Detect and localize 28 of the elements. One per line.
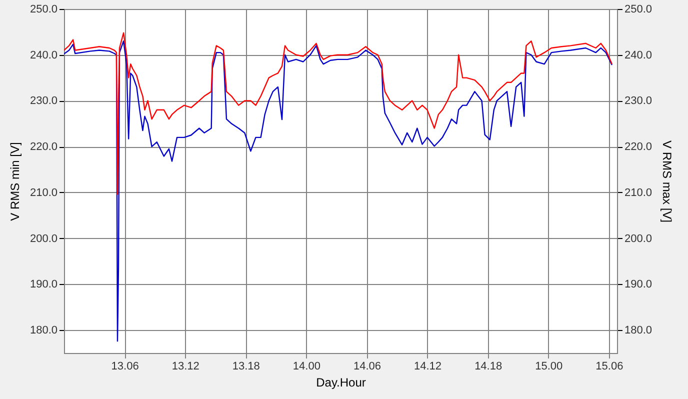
y2-tick-label: 250.0	[624, 4, 652, 16]
x-tick-label: 14.06	[353, 360, 382, 372]
x-tick-label: 14.12	[414, 360, 442, 372]
x-tick-label: 15.06	[596, 360, 624, 372]
y-tick-label: 180.0	[30, 324, 58, 337]
y-tick-label: 210.0	[30, 186, 58, 199]
y2-tick-label: 230.0	[624, 95, 652, 108]
x-tick-label: 15.00	[535, 360, 563, 372]
y-tick-label: 200.0	[30, 232, 58, 245]
y-tick-label: 220.0	[30, 141, 58, 154]
x-tick-label: 14.18	[474, 360, 502, 372]
y2-tick-label: 180.0	[624, 324, 652, 337]
y-tick-label: 230.0	[30, 95, 58, 108]
y2-tick-label: 200.0	[624, 232, 652, 245]
y2-tick-label: 240.0	[624, 49, 652, 62]
y2-tick-label: 190.0	[624, 278, 652, 291]
y2-axis-title: V RMS max [V]	[660, 140, 674, 223]
x-tick-label: 13.06	[111, 360, 139, 372]
y-tick-label: 190.0	[30, 278, 58, 291]
y2-tick-label: 220.0	[624, 141, 652, 154]
x-tick-label: 13.18	[232, 360, 260, 372]
x-tick-label: 13.12	[172, 360, 200, 372]
y2-tick-label: 210.0	[624, 186, 652, 199]
x-axis-title: Day.Hour	[316, 376, 366, 390]
y-axis-title: V RMS min [V]	[8, 142, 22, 221]
x-tick-label: 14.00	[292, 360, 320, 372]
y-tick-label: 240.0	[30, 49, 58, 62]
y-tick-label: 250.0	[30, 4, 58, 16]
